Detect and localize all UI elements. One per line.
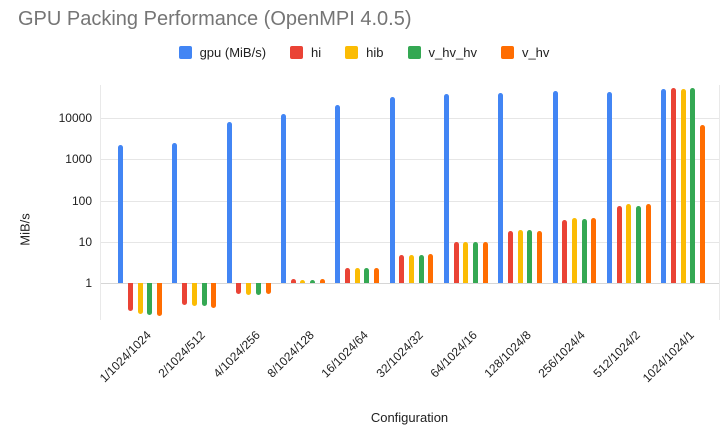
bar-gpu-mib-s-: [335, 104, 341, 284]
legend-label: hi: [311, 45, 322, 60]
plot-right-edge: [719, 85, 720, 320]
bar-gpu-mib-s-: [172, 142, 178, 284]
x-axis-title: Configuration: [370, 410, 449, 425]
bar-gpu-mib-s-: [118, 145, 124, 284]
bar-hib: [680, 89, 686, 284]
bar-v-hv-hv: [201, 283, 207, 307]
bar-hib: [463, 242, 469, 284]
bar-v-hv-hv: [473, 242, 478, 284]
bar-hi: [127, 283, 133, 311]
legend-item: hib: [345, 45, 384, 60]
bar-hib: [300, 280, 306, 284]
legend-item: gpu (MiB/s): [178, 45, 267, 60]
bar-v-hv-hv: [418, 254, 424, 284]
plot-left-edge: [100, 85, 101, 320]
bar-hi: [345, 268, 350, 284]
legend-swatch-icon: [178, 46, 192, 59]
bar-gpu-mib-s-: [661, 89, 667, 284]
bar-hib: [626, 203, 632, 284]
bar-hib: [354, 268, 360, 284]
bar-v-hv: [374, 267, 380, 284]
bar-hi: [399, 254, 405, 284]
y-gridline: [100, 159, 719, 161]
bar-v-hv: [211, 283, 217, 308]
bar-v-hv: [537, 230, 542, 284]
bar-hi: [507, 230, 513, 284]
legend-swatch-icon: [500, 46, 514, 59]
y-tick-label: 1000: [65, 152, 92, 167]
legend-swatch-icon: [345, 46, 359, 59]
bar-v-hv-hv: [255, 283, 261, 296]
bar-gpu-mib-s-: [443, 93, 449, 284]
bar-v-hv: [265, 283, 271, 295]
legend-label: hib: [366, 45, 384, 60]
bar-gpu-mib-s-: [552, 90, 558, 284]
bar-hib: [517, 229, 523, 284]
legend-label: gpu (MiB/s): [199, 45, 267, 60]
bar-hib: [571, 218, 577, 284]
bar-hib: [191, 283, 197, 307]
bar-v-hv: [645, 203, 651, 284]
y-tick-label: 10: [78, 235, 92, 250]
bar-v-hv-hv: [635, 206, 641, 284]
bar-v-hv-hv: [527, 230, 533, 284]
bar-hi: [453, 242, 459, 284]
bar-v-hv-hv: [147, 283, 153, 316]
legend-item: v_hv: [500, 45, 550, 60]
y-tick-label: 100: [71, 193, 92, 208]
bar-hib: [246, 283, 252, 296]
bar-gpu-mib-s-: [226, 122, 232, 284]
bar-hi: [290, 279, 296, 284]
legend-swatch-icon: [290, 46, 304, 59]
bar-gpu-mib-s-: [498, 92, 504, 284]
legend: gpu (MiB/s) hi hib v_hv_hv v_hv: [0, 45, 728, 60]
bar-v-hv-hv: [581, 218, 587, 284]
bar-hi: [236, 283, 242, 295]
bar-v-hv: [156, 283, 162, 317]
bar-gpu-mib-s-: [281, 114, 286, 284]
y-gridline: [100, 242, 719, 244]
bar-hi: [616, 205, 622, 284]
legend-label: v_hv_hv: [428, 45, 477, 60]
bar-v-hv: [319, 279, 325, 284]
legend-swatch-icon: [407, 46, 421, 59]
y-axis-title: MiB/s: [17, 213, 33, 246]
bar-v-hv-hv: [310, 280, 316, 284]
bar-gpu-mib-s-: [606, 91, 612, 284]
legend-label: v_hv: [521, 45, 550, 60]
bar-hi: [182, 283, 188, 305]
bar-hi: [562, 220, 568, 284]
y-gridline: [100, 118, 719, 120]
legend-item: v_hv_hv: [407, 45, 477, 60]
bar-v-hv: [428, 254, 434, 284]
chart-title: GPU Packing Performance (OpenMPI 4.0.5): [18, 8, 412, 30]
legend-item: hi: [290, 45, 321, 60]
y-gridline: [100, 283, 719, 285]
bar-hib: [409, 254, 414, 284]
bar-v-hv-hv: [690, 88, 696, 284]
bar-v-hv: [482, 241, 488, 284]
y-gridline: [100, 200, 719, 202]
y-tick-label: 1: [85, 276, 92, 291]
bar-hi: [670, 88, 676, 284]
bar-v-hv: [591, 218, 597, 284]
bar-v-hv: [699, 124, 705, 284]
bar-hib: [137, 283, 143, 315]
bar-gpu-mib-s-: [389, 97, 395, 284]
y-tick-label: 10000: [58, 111, 92, 126]
bar-v-hv-hv: [364, 268, 370, 284]
